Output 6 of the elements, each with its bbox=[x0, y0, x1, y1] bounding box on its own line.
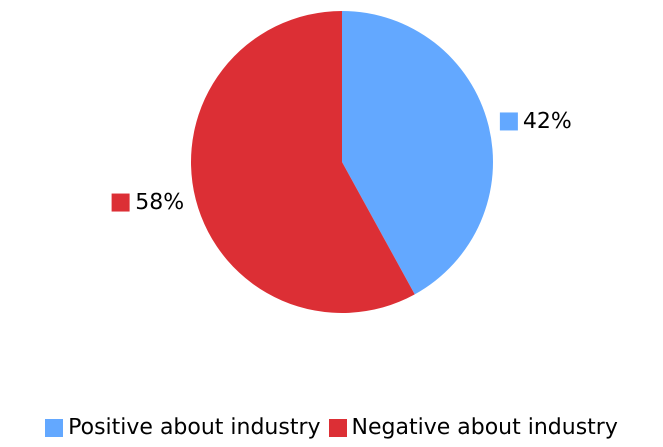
pie-slice bbox=[342, 11, 493, 294]
legend-label: Negative about industry bbox=[352, 415, 618, 440]
data-label: 58% bbox=[135, 190, 184, 216]
legend-label: Positive about industry bbox=[68, 415, 321, 440]
pie-slice bbox=[191, 11, 415, 313]
data-label: 42% bbox=[522, 108, 572, 134]
